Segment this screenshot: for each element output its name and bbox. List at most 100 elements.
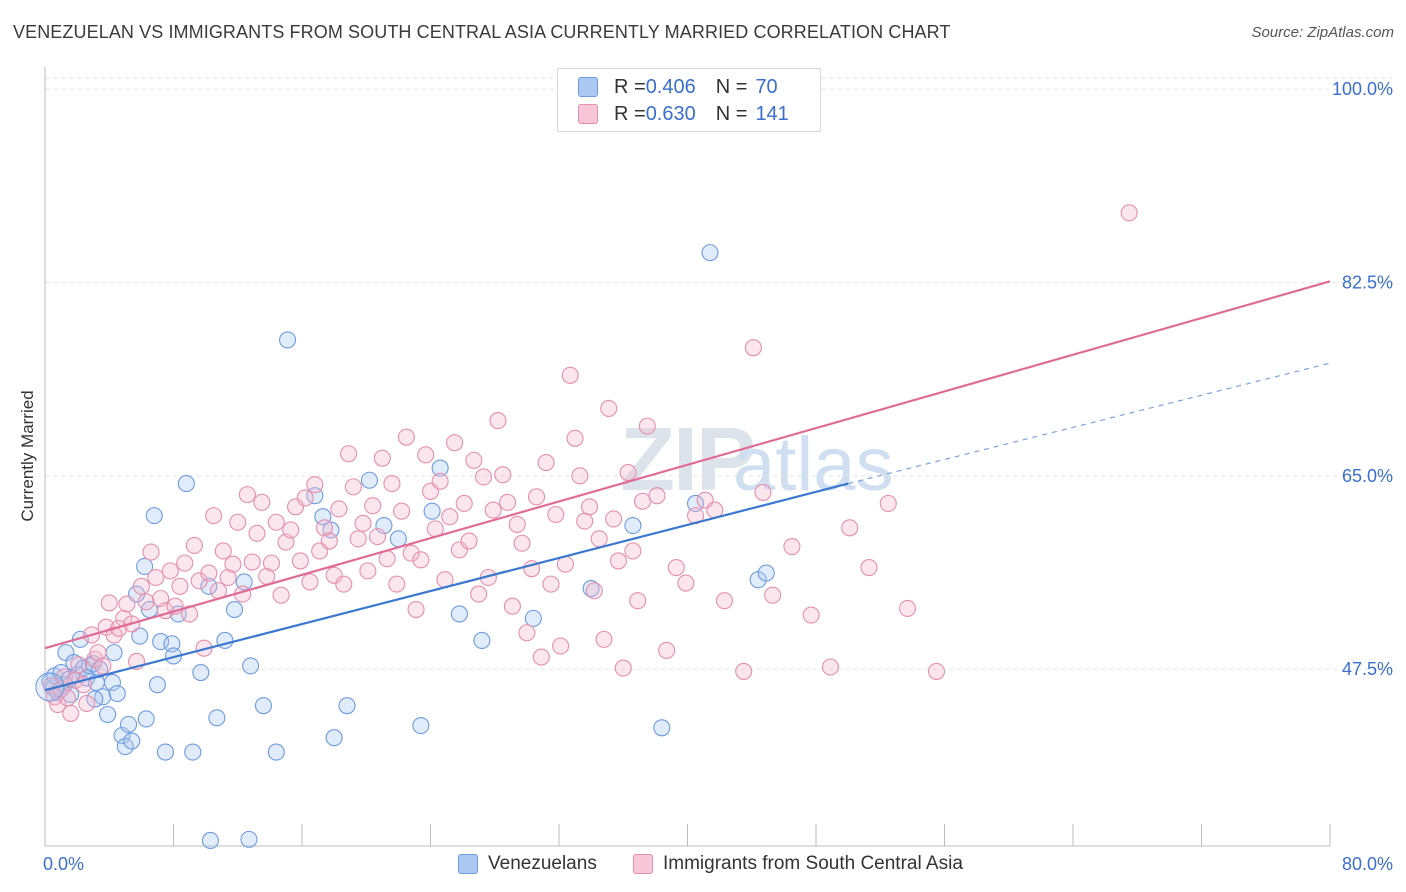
legend-n-label: N = <box>715 102 748 125</box>
point-immigrant <box>460 532 478 550</box>
point-venezuelan <box>108 684 126 703</box>
point-venezuelan <box>389 530 407 548</box>
point-immigrant <box>446 434 464 452</box>
point-immigrant <box>503 597 521 615</box>
point-venezuelan <box>225 600 244 619</box>
point-immigrant <box>301 573 319 591</box>
legend-swatch-blue <box>578 77 598 97</box>
point-immigrant <box>171 577 189 595</box>
point-immigrant <box>860 558 878 577</box>
point-immigrant <box>561 366 579 384</box>
point-venezuelan <box>192 663 210 682</box>
point-immigrant <box>248 524 266 542</box>
point-immigrant <box>407 600 425 619</box>
point-immigrant <box>474 468 493 486</box>
point-immigrant <box>595 630 613 648</box>
point-immigrant <box>879 494 897 513</box>
point-immigrant <box>841 519 859 537</box>
point-immigrant <box>262 554 281 572</box>
point-immigrant <box>272 586 290 604</box>
point-immigrant <box>219 568 237 587</box>
point-immigrant <box>306 476 324 494</box>
point-immigrant <box>499 493 517 511</box>
point-venezuelan <box>103 673 122 692</box>
point-immigrant <box>633 492 652 510</box>
point-venezuelan <box>325 729 343 747</box>
point-venezuelan <box>375 517 393 535</box>
point-venezuelan <box>412 717 430 735</box>
point-immigrant <box>78 694 96 713</box>
bottom-legend-immigrants: Immigrants from South Central Asia <box>633 852 963 876</box>
point-venezuelan <box>473 631 491 650</box>
point-immigrant <box>393 502 411 520</box>
point-immigrant <box>754 483 772 501</box>
point-immigrant <box>330 500 348 518</box>
legend-row-venezuelans: R = 0.406 N = 70 <box>578 75 778 99</box>
point-immigrant <box>412 551 430 569</box>
point-immigrant <box>552 637 570 655</box>
bottom-legend-label: Venezuelans <box>488 853 597 874</box>
point-venezuelan <box>148 676 166 694</box>
point-immigrant <box>185 536 203 554</box>
point-immigrant <box>373 449 391 467</box>
point-immigrant <box>417 446 435 464</box>
point-immigrant <box>614 659 632 677</box>
point-immigrant <box>315 519 334 537</box>
point-immigrant <box>205 507 223 525</box>
point-venezuelan <box>582 579 600 598</box>
legend-row-immigrants: R = 0.630 N = 141 <box>578 102 789 126</box>
point-immigrant <box>70 656 88 674</box>
point-venezuelan <box>624 517 642 535</box>
point-immigrant <box>609 552 627 570</box>
y-tick-label: 82.5% <box>1342 272 1393 292</box>
point-venezuelan <box>360 471 379 489</box>
bottom-legend-swatch-pink <box>633 854 653 874</box>
point-immigrant <box>388 575 406 593</box>
point-immigrant <box>224 555 242 573</box>
chart-source: Source: ZipAtlas.com <box>1251 24 1394 41</box>
point-immigrant <box>547 505 565 524</box>
point-immigrant <box>537 454 555 472</box>
point-immigrant <box>431 472 449 490</box>
point-venezuelan <box>123 732 141 750</box>
point-immigrant <box>465 451 483 469</box>
point-immigrant <box>648 487 666 505</box>
point-immigrant <box>802 606 820 624</box>
y-tick-label: 65.0% <box>1342 466 1393 486</box>
point-immigrant <box>566 429 584 447</box>
point-venezuelan <box>201 831 219 850</box>
point-immigrant <box>619 463 637 482</box>
point-immigrant <box>214 542 232 560</box>
point-immigrant <box>518 624 536 642</box>
point-immigrant <box>62 704 80 722</box>
trend-line-immigrants <box>44 280 1331 650</box>
point-immigrant <box>764 586 782 604</box>
point-immigrant <box>147 568 165 587</box>
point-venezuelan <box>177 475 195 493</box>
legend-r-label: R = <box>614 75 646 98</box>
point-immigrant <box>638 417 656 435</box>
point-venezuelan <box>113 726 131 745</box>
point-immigrant <box>513 534 531 552</box>
point-immigrant <box>783 538 801 556</box>
point-immigrant <box>89 644 107 662</box>
point-venezuelan <box>86 690 104 708</box>
point-immigrant <box>585 582 603 600</box>
point-immigrant <box>402 544 420 562</box>
point-venezuelan <box>145 507 163 525</box>
point-venezuelan <box>757 564 775 582</box>
stats-legend: R = 0.406 N = 70 R = 0.630 N = 141 <box>557 68 821 132</box>
point-immigrant <box>253 493 271 511</box>
point-immigrant <box>359 562 377 580</box>
point-venezuelan <box>254 697 273 715</box>
point-venezuelan <box>136 557 154 575</box>
point-venezuelan <box>653 719 671 737</box>
point-immigrant <box>344 478 362 496</box>
point-venezuelan <box>137 710 155 728</box>
point-immigrant <box>600 399 618 417</box>
point-venezuelan <box>131 627 149 645</box>
point-immigrant <box>340 445 358 463</box>
bottom-legend-label: Immigrants from South Central Asia <box>663 853 963 874</box>
point-immigrant <box>484 501 502 519</box>
point-venezuelan <box>242 657 260 675</box>
